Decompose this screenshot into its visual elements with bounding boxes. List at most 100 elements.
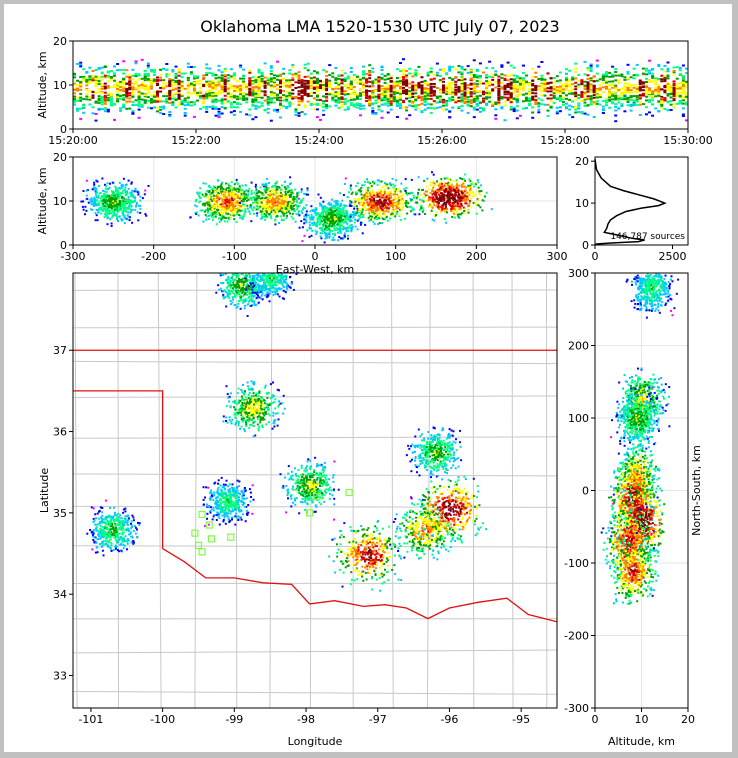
source-density-mark [104,201,107,204]
source-density-mark [103,96,107,99]
source-density-mark [232,72,236,75]
source-density-mark [552,85,556,88]
source-density-mark [497,85,501,87]
source-density-mark [478,110,482,113]
source-density-mark [79,117,83,120]
source-density-mark [645,67,648,70]
source-density-mark [623,86,627,88]
source-density-mark [254,90,258,93]
source-density-mark [239,77,243,80]
source-density-mark [663,86,667,89]
source-density-mark [312,70,316,73]
source-density-mark [512,81,516,84]
source-density-mark [574,108,578,111]
source-density-mark [306,187,309,190]
source-density-mark [292,208,295,211]
source-density-mark [205,108,209,111]
source-density-mark [448,92,452,95]
source-density-mark [309,83,313,86]
source-density-mark [343,80,347,83]
source-density-mark [334,101,338,104]
source-density-mark [601,100,605,103]
source-density-mark [215,204,218,207]
source-density-mark [626,71,630,74]
source-density-mark [552,92,556,95]
x-tick-label: 15:26:00 [417,134,466,147]
source-density-mark [571,89,575,92]
source-density-mark [669,103,673,106]
source-density-mark [482,97,485,100]
source-density-mark [122,85,126,88]
source-density-mark [159,111,163,114]
source-density-mark [580,81,584,84]
source-density-mark [232,77,236,80]
source-density-mark [285,217,288,219]
source-density-mark [445,91,449,94]
source-density-mark [94,219,97,222]
source-density-mark [577,107,581,110]
source-density-mark [478,76,482,79]
source-density-mark [227,212,230,215]
source-density-mark [281,193,284,196]
source-density-mark [242,86,246,89]
source-density-mark [309,95,313,97]
source-density-mark [651,80,655,83]
source-density-mark [675,77,679,80]
source-density-mark [592,94,596,97]
source-density-mark [123,198,126,201]
source-density-mark [349,85,353,88]
source-density-mark [152,101,156,103]
source-density-mark [574,77,578,80]
source-density-mark [359,98,362,101]
source-density-mark [276,87,279,90]
source-density-mark [666,100,670,103]
source-density-mark [115,188,118,190]
source-density-mark [383,74,387,77]
source-density-mark [171,70,175,73]
source-density-mark [105,184,107,187]
source-density-mark [189,71,193,74]
source-density-mark [300,99,304,102]
source-density-mark [500,64,504,67]
source-density-mark [96,196,98,199]
source-density-mark [546,103,550,106]
source-density-mark [577,102,581,105]
source-density-mark [97,107,101,110]
source-density-mark [565,78,568,81]
source-density-mark [127,187,130,190]
source-density-mark [494,70,498,73]
source-density-mark [73,81,76,84]
source-density-mark [212,213,215,216]
source-density-mark [146,85,150,88]
source-density-mark [186,82,190,85]
source-density-mark [298,210,301,213]
source-density-mark [120,205,123,208]
source-density-mark [432,94,436,97]
source-density-mark [134,99,138,102]
source-density-mark [288,105,292,108]
source-density-mark [432,73,436,76]
source-density-mark [457,90,461,93]
source-density-mark [408,95,412,98]
source-density-mark [478,107,482,109]
source-density-mark [225,196,228,199]
source-density-mark [260,81,264,84]
source-density-mark [94,198,96,201]
source-density-mark [220,212,223,215]
source-density-mark [121,211,124,214]
source-density-mark [354,225,357,228]
source-density-mark [632,83,636,86]
source-density-mark [279,80,282,83]
source-density-mark [346,83,350,86]
source-density-mark [669,100,673,103]
source-density-mark [276,60,279,63]
source-density-mark [183,97,187,100]
source-density-mark [122,177,125,180]
source-density-mark [104,187,107,190]
source-density-mark [205,63,209,66]
source-density-mark [291,103,295,106]
source-density-mark [123,189,126,192]
source-density-mark [303,63,307,66]
source-density-mark [429,83,433,86]
source-density-mark [648,111,651,114]
